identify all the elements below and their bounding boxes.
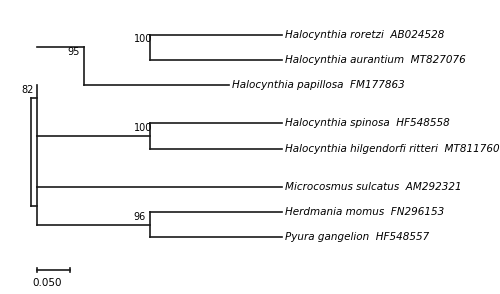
Text: Halocynthia papillosa  FM177863: Halocynthia papillosa FM177863	[232, 80, 405, 90]
Text: Microcosmus sulcatus  AM292321: Microcosmus sulcatus AM292321	[286, 182, 462, 192]
Text: 95: 95	[68, 47, 80, 57]
Text: Pyura gangelion  HF548557: Pyura gangelion HF548557	[286, 232, 430, 242]
Text: 0.050: 0.050	[32, 278, 62, 288]
Text: Halocynthia hilgendorfi ritteri  MT811760: Halocynthia hilgendorfi ritteri MT811760	[286, 143, 500, 153]
Text: 82: 82	[21, 85, 34, 95]
Text: 100: 100	[134, 123, 152, 133]
Text: 96: 96	[134, 212, 146, 222]
Text: Halocynthia spinosa  HF548558: Halocynthia spinosa HF548558	[286, 118, 450, 128]
Text: Herdmania momus  FN296153: Herdmania momus FN296153	[286, 207, 444, 217]
Text: 100: 100	[134, 34, 152, 44]
Text: Halocynthia roretzi  AB024528: Halocynthia roretzi AB024528	[286, 30, 444, 40]
Text: Halocynthia aurantium  MT827076: Halocynthia aurantium MT827076	[286, 55, 466, 65]
